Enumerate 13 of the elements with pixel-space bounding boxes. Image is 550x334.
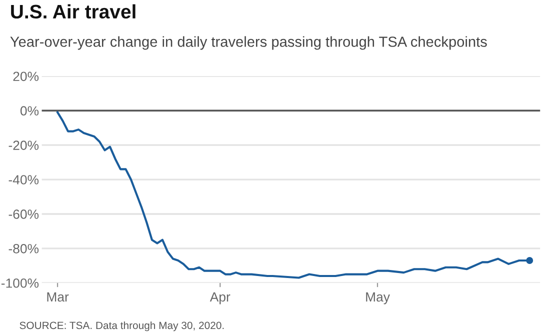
chart-subtitle: Year-over-year change in daily travelers passing through TSA checkpoints: [10, 36, 487, 50]
y-tick-label: -40%: [8, 175, 39, 184]
x-tick-label: May: [366, 292, 390, 304]
y-tick-label: -20%: [8, 140, 39, 150]
x-tick-label: Mar: [47, 292, 69, 302]
y-tick-label: 0%: [20, 106, 39, 116]
y-tick-label: -80%: [8, 244, 39, 254]
x-tick-label: Apr: [210, 292, 230, 304]
chart-title: U.S. Air travel: [11, 4, 136, 19]
y-tick-label: -60%: [8, 210, 39, 219]
y-tick-label: 20%: [13, 72, 39, 82]
y-tick-label: -100%: [1, 278, 39, 288]
source-note: SOURCE: TSA. Data through May 30, 2020.: [20, 321, 224, 332]
